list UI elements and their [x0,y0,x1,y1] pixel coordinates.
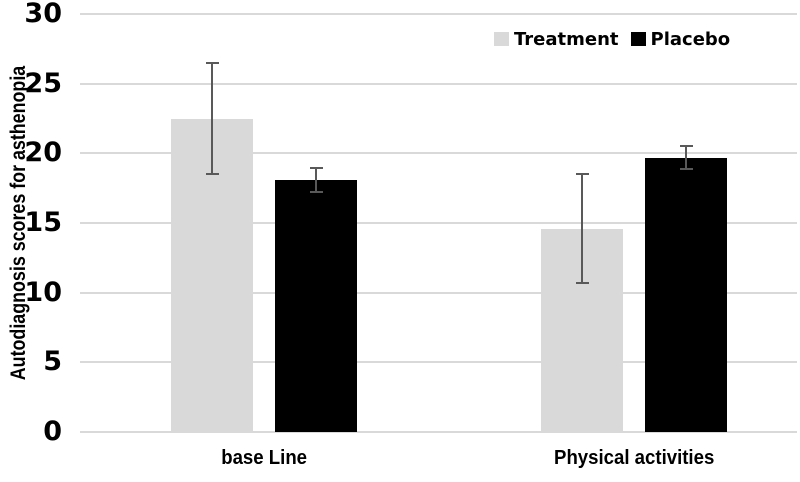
y-tick-label-30: 30 [24,0,62,29]
error-cap-bottom-treatment-base-line [205,173,219,176]
error-cap-bottom-placebo-physical-activities [679,167,693,170]
error-cap-bottom-treatment-physical-activities [575,281,589,284]
error-cap-top-treatment-physical-activities [575,173,589,176]
bar-placebo-base-line [275,179,357,432]
x-category-label-text: Physical activities [553,447,715,469]
gridline-0 [80,431,797,433]
x-category-label-physical-activities: Physical activities [504,447,764,470]
gridline-5 [80,361,797,364]
error-cap-bottom-placebo-base-line [309,190,323,193]
error-bar-placebo-base-line [315,167,317,192]
y-tick-label-20: 20 [24,137,62,169]
error-cap-top-placebo-base-line [309,166,323,169]
legend-label-treatment: Treatment [514,28,619,50]
legend: Treatment Placebo [494,26,730,52]
error-cap-top-placebo-physical-activities [679,145,693,148]
y-tick-label-10: 10 [24,276,62,308]
y-tick-label-5: 5 [43,346,62,378]
error-bar-placebo-physical-activities [685,146,687,169]
legend-label-placebo: Placebo [650,28,731,50]
x-category-label-text: base Line [221,447,307,469]
gridline-20 [80,152,797,155]
gridline-30 [80,13,797,15]
y-tick-label-25: 25 [24,67,62,99]
error-bar-treatment-physical-activities [581,174,583,283]
gridline-15 [80,222,797,224]
error-cap-top-treatment-base-line [205,61,219,64]
legend-swatch-treatment-icon [494,32,509,46]
legend-item-treatment: Treatment [494,29,619,50]
legend-swatch-placebo-icon [630,32,646,46]
bar-placebo-physical-activities [645,157,727,432]
legend-item-placebo: Placebo [630,28,731,50]
gridline-25 [80,82,797,85]
y-tick-label-15: 15 [24,207,62,238]
y-tick-label-0: 0 [43,416,62,447]
error-bar-treatment-base-line [211,62,213,175]
x-category-label-base-line: base Line [134,447,394,470]
gridline-10 [80,291,797,294]
